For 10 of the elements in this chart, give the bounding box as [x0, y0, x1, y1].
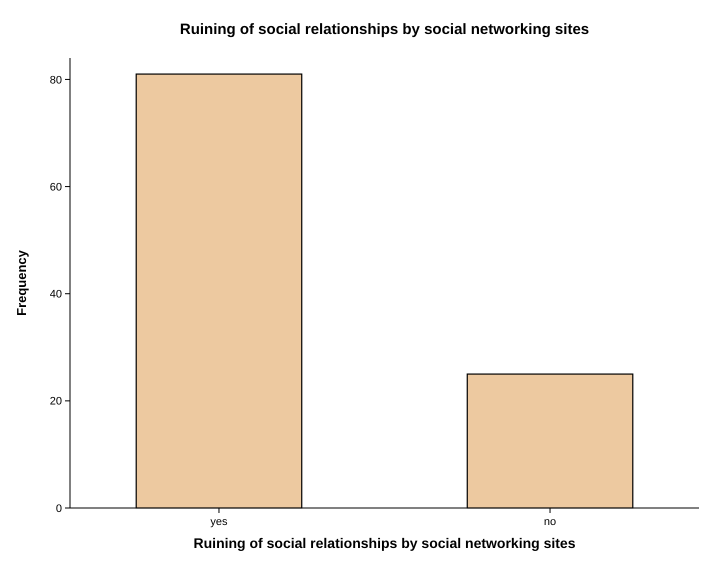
- y-tick-label: 20: [50, 396, 62, 408]
- y-tick-label: 40: [50, 288, 62, 301]
- x-tick-label: no: [544, 516, 556, 528]
- y-tick-label: 60: [50, 181, 62, 194]
- x-tick-label: yes: [210, 516, 228, 528]
- y-tick-label: 80: [50, 74, 62, 86]
- y-tick-label: 0: [56, 502, 62, 515]
- y-axis-title: Frequency: [14, 249, 29, 316]
- x-axis-title: Ruining of social relationships by social networking sites: [194, 535, 576, 551]
- chart-title: Ruining of social relationships by social networking sites: [180, 21, 590, 38]
